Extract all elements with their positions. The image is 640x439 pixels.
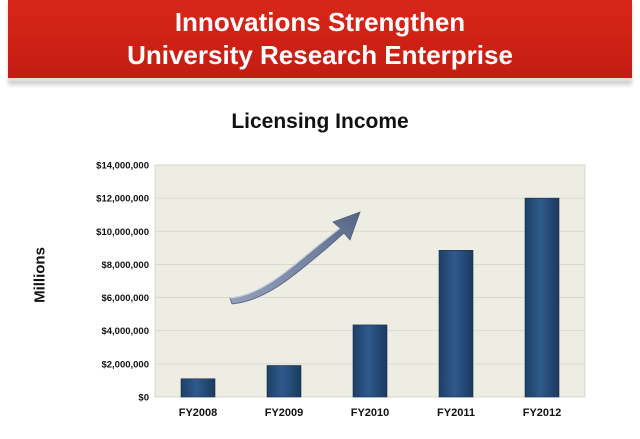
bar-fy2009 xyxy=(266,365,302,398)
upward-trend-arrow-icon xyxy=(229,211,361,305)
x-tick-label: FY2008 xyxy=(179,407,218,419)
bar-fy2011 xyxy=(438,250,474,398)
y-tick-label: $10,000,000 xyxy=(96,227,149,238)
y-tick-label: $0 xyxy=(138,393,149,404)
x-tick-label: FY2012 xyxy=(523,407,562,419)
y-tick-label: $14,000,000 xyxy=(96,161,149,172)
grid-lines xyxy=(155,164,585,365)
x-tick-label: FY2010 xyxy=(351,407,390,419)
bar-fy2010 xyxy=(352,324,388,398)
y-tick-label: $8,000,000 xyxy=(101,260,149,271)
bars xyxy=(180,197,560,398)
title-banner: Innovations Strengthen University Resear… xyxy=(8,0,632,81)
y-tick-label: $6,000,000 xyxy=(101,293,149,304)
x-tick-label: FY2011 xyxy=(437,407,475,419)
banner-title-line-2: University Research Enterprise xyxy=(127,40,513,70)
x-tick-label: FY2009 xyxy=(265,407,304,419)
chart-title: Licensing Income xyxy=(231,110,409,133)
y-tick-label: $12,000,000 xyxy=(96,194,149,205)
bar-fy2008 xyxy=(180,378,216,398)
y-tick-label: $2,000,000 xyxy=(101,359,149,370)
x-tick-labels: FY2008 FY2009 FY2010 FY2011 FY2012 xyxy=(179,407,562,419)
banner-title-line-1: Innovations Strengthen xyxy=(174,7,466,37)
y-tick-labels: $0 $2,000,000 $4,000,000 $6,000,000 $8,000,0… xyxy=(96,161,149,404)
y-tick-label: $4,000,000 xyxy=(101,326,149,337)
bar-fy2012 xyxy=(524,197,560,398)
